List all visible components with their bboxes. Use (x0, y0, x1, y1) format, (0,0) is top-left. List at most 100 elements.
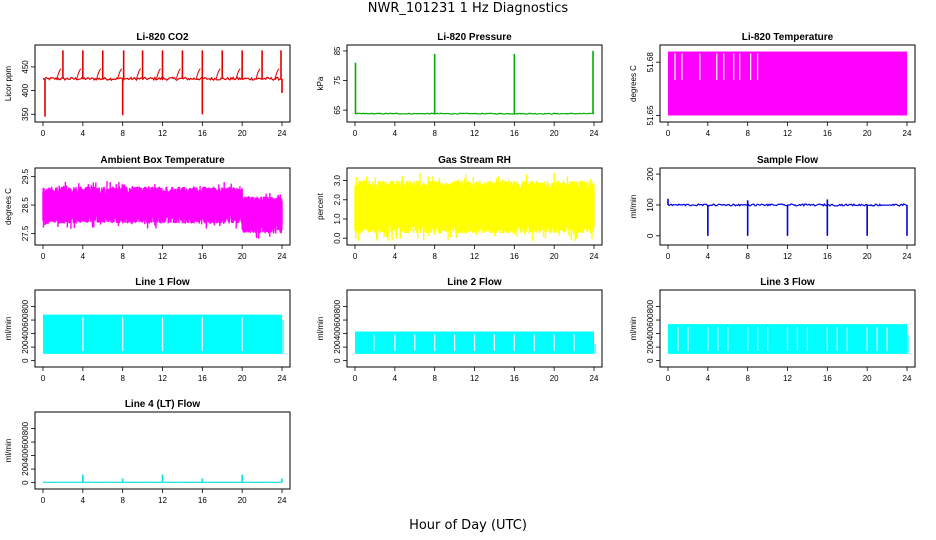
series (668, 324, 909, 354)
spike-hook (215, 68, 221, 79)
x-tick-label: 20 (863, 374, 872, 383)
x-tick-label: 24 (590, 374, 599, 383)
spike-hook (117, 68, 123, 79)
y-tick-label: 600 (333, 313, 342, 327)
x-tick-label: 16 (510, 252, 519, 261)
y-tick-label: 0 (333, 358, 342, 363)
spike-hook (195, 68, 201, 79)
x-tick-label: 20 (238, 496, 247, 505)
spike-hook (56, 68, 62, 79)
y-tick-label: 800 (21, 299, 30, 313)
panel-title: Li-820 Pressure (437, 32, 512, 43)
series (43, 314, 284, 354)
x-tick-label: 16 (510, 129, 519, 138)
x-tick-label: 8 (745, 374, 750, 383)
x-tick-label: 8 (120, 374, 125, 383)
y-tick-label: 75 (333, 76, 342, 85)
y-tick-label: 3.0 (333, 174, 342, 186)
spike-hook (156, 68, 161, 79)
panel-5: Gas Stream RH 0 4 8 12 16 20 24 0.0 1.0 2.0 3.0 perc… (316, 155, 603, 261)
spike-hook (175, 68, 181, 79)
y-tick-label: 51.65 (646, 105, 655, 126)
x-tick-label: 4 (706, 129, 711, 138)
x-tick-label: 0 (353, 252, 358, 261)
x-tick-label: 4 (81, 129, 86, 138)
x-tick-label: 0 (41, 252, 46, 261)
x-tick-label: 0 (353, 374, 358, 383)
x-tick-label: 24 (903, 374, 912, 383)
y-axis-label: degrees C (629, 65, 638, 102)
panel-6: Sample Flow 0 4 8 12 16 20 24 0 100 200 ml/min (629, 155, 916, 261)
x-tick-label: 8 (432, 129, 437, 138)
x-tick-label: 0 (41, 496, 46, 505)
panel-3: Li-820 Temperature 0 4 8 12 16 20 24 51.65 51.68 d… (629, 32, 916, 138)
x-tick-label: 20 (550, 252, 559, 261)
x-tick-label: 24 (278, 496, 287, 505)
x-tick-label: 8 (745, 129, 750, 138)
panel-title: Gas Stream RH (438, 155, 511, 166)
spike-hook (76, 68, 82, 79)
x-axis-caption: Hour of Day (UTC) (409, 518, 527, 533)
x-tick-label: 4 (81, 374, 86, 383)
x-tick-label: 0 (666, 374, 671, 383)
y-tick-label: 0 (21, 480, 30, 485)
x-tick-label: 0 (353, 129, 358, 138)
x-tick-label: 16 (823, 252, 832, 261)
y-tick-label: 350 (21, 107, 30, 121)
y-tick-label: 85 (333, 46, 342, 55)
x-tick-label: 16 (510, 374, 519, 383)
x-tick-label: 24 (278, 374, 287, 383)
x-tick-label: 24 (903, 252, 912, 261)
x-tick-label: 8 (745, 252, 750, 261)
series (355, 331, 596, 354)
series (354, 173, 595, 242)
y-tick-label: 2.0 (333, 194, 342, 206)
figure-title: NWR_101231 1 Hz Diagnostics (367, 1, 569, 16)
panel-title: Li-820 CO2 (136, 32, 189, 43)
panel-1: Li-820 CO2 0 4 8 12 16 20 24 350 400 450 Licor ppm (4, 32, 291, 138)
x-tick-label: 24 (590, 252, 599, 261)
y-tick-label: 0 (21, 358, 30, 363)
x-tick-label: 16 (198, 374, 207, 383)
y-tick-label: 29.5 (21, 168, 30, 184)
x-tick-label: 12 (158, 374, 167, 383)
y-tick-label: 400 (21, 448, 30, 462)
y-tick-label: 600 (646, 313, 655, 327)
y-axis-label: ml/min (4, 439, 13, 463)
panel-4: Ambient Box Temperature 0 4 8 12 16 20 24 27.5 28… (4, 155, 291, 261)
x-tick-label: 8 (120, 252, 125, 261)
panel-title: Ambient Box Temperature (100, 155, 225, 166)
x-tick-label: 12 (470, 252, 479, 261)
y-tick-label: 100 (646, 198, 655, 212)
y-tick-label: 400 (21, 83, 30, 97)
y-axis-label: ml/min (4, 317, 13, 341)
y-tick-label: 28.5 (21, 197, 30, 213)
x-tick-label: 16 (823, 129, 832, 138)
y-tick-label: 200 (646, 167, 655, 181)
x-tick-label: 20 (863, 252, 872, 261)
x-tick-label: 12 (158, 129, 167, 138)
x-tick-label: 4 (81, 496, 86, 505)
y-tick-label: 600 (21, 313, 30, 327)
y-axis-label: ml/min (316, 317, 325, 341)
y-tick-label: 400 (646, 326, 655, 340)
panel-title: Line 2 Flow (447, 277, 502, 288)
y-tick-label: 200 (646, 340, 655, 354)
x-tick-label: 20 (863, 129, 872, 138)
x-tick-label: 24 (590, 129, 599, 138)
panel-title: Line 1 Flow (135, 277, 190, 288)
y-axis-label: ml/min (629, 195, 638, 219)
x-tick-label: 16 (198, 129, 207, 138)
panel-title: Line 4 (LT) Flow (125, 399, 201, 410)
x-tick-label: 12 (470, 129, 479, 138)
x-tick-label: 8 (432, 374, 437, 383)
plot-frame (346, 44, 603, 123)
series (667, 198, 908, 236)
y-tick-label: 800 (21, 421, 30, 435)
y-tick-label: 400 (21, 326, 30, 340)
x-tick-label: 4 (393, 129, 398, 138)
y-tick-label: 0 (646, 233, 655, 238)
